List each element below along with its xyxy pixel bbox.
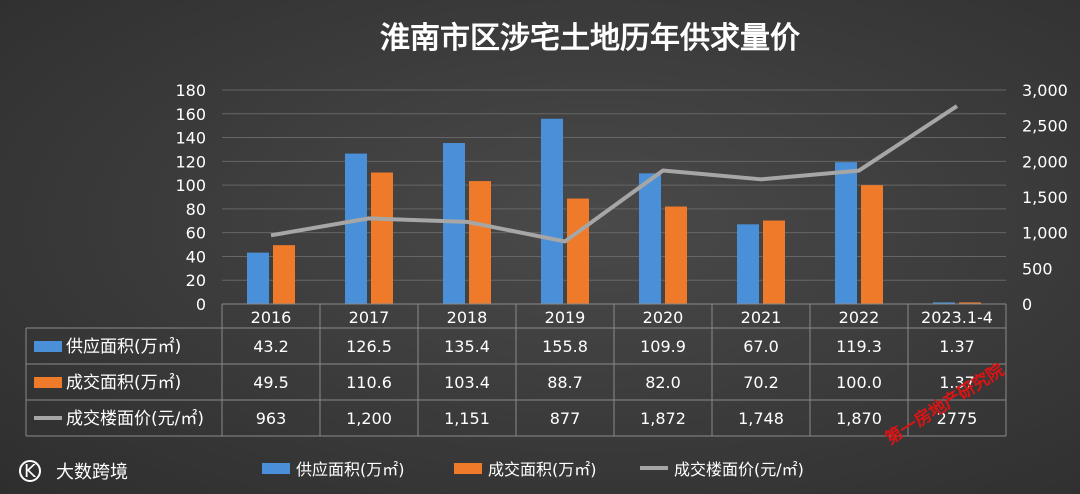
- legend-swatch-deal: [34, 377, 62, 388]
- left-tick-label: 120: [175, 152, 206, 171]
- right-tick-label: 1,500: [1022, 188, 1068, 207]
- table-cell: 119.3: [836, 337, 882, 356]
- bar-deal: [763, 220, 785, 304]
- table-cell: 109.9: [640, 337, 686, 356]
- bar-supply: [443, 143, 465, 304]
- bar-deal: [861, 185, 883, 304]
- bar-deal: [371, 172, 393, 304]
- legend-swatch-supply: [34, 341, 62, 352]
- table-cell: 103.4: [444, 373, 490, 392]
- table-cell: 963: [256, 409, 287, 428]
- category-label: 2017: [349, 308, 390, 327]
- bar-supply: [345, 153, 367, 304]
- left-tick-label: 40: [186, 247, 206, 266]
- table-cell: 135.4: [444, 337, 490, 356]
- left-tick-label: 80: [186, 200, 206, 219]
- table-cell: 1,872: [640, 409, 686, 428]
- category-label: 2022: [839, 308, 880, 327]
- table-cell: 1,200: [346, 409, 392, 428]
- bar-deal: [665, 206, 687, 304]
- bar-supply: [639, 173, 661, 304]
- left-tick-label: 0: [196, 295, 206, 314]
- left-axis: 0 20 40 60 80 100 120 140 160 180: [175, 81, 206, 314]
- price-line: [270, 104, 959, 244]
- bar-deal: [273, 245, 295, 304]
- table-cell: 49.5: [253, 373, 289, 392]
- table-cell: 1,151: [444, 409, 490, 428]
- legend-swatch: [262, 463, 290, 474]
- left-tick-label: 20: [186, 271, 206, 290]
- table-row-label: 供应面积(万㎡): [66, 337, 181, 357]
- table-cell: 82.0: [645, 373, 681, 392]
- right-tick-label: 2,000: [1022, 152, 1068, 171]
- table-cell: 100.0: [836, 373, 882, 392]
- logo-icon: [19, 460, 41, 482]
- bar-series: [247, 118, 981, 304]
- brand-logo: K 大数跨境: [19, 460, 128, 483]
- table-row-label: 成交面积(万㎡): [66, 373, 181, 393]
- table-cell: 110.6: [346, 373, 392, 392]
- bar-deal: [469, 181, 491, 304]
- left-tick-label: 180: [175, 81, 206, 100]
- right-tick-label: 0: [1022, 295, 1032, 314]
- table-cell: 1.37: [939, 373, 975, 392]
- legend: 供应面积(万㎡) 成交面积(万㎡) 成交楼面价(元/㎡): [262, 460, 804, 479]
- legend-swatch: [454, 463, 482, 474]
- table-cell: 1,748: [738, 409, 784, 428]
- table-cell: 67.0: [743, 337, 779, 356]
- bar-deal: [567, 198, 589, 304]
- bar-supply: [247, 252, 269, 304]
- table-cell: 70.2: [743, 373, 779, 392]
- left-tick-label: 100: [175, 176, 206, 195]
- legend-label: 成交面积(万㎡): [488, 460, 597, 479]
- category-label: 2020: [643, 308, 684, 327]
- right-tick-label: 3,000: [1022, 81, 1068, 100]
- bar-deal: [959, 302, 981, 304]
- legend-label: 成交楼面价(元/㎡): [674, 460, 804, 479]
- right-tick-label: 1,000: [1022, 224, 1068, 243]
- bar-supply: [933, 302, 955, 304]
- table-cell: 1,870: [836, 409, 882, 428]
- table-cell: 126.5: [346, 337, 392, 356]
- gridlines: [222, 89, 1006, 305]
- bar-supply: [737, 224, 759, 304]
- category-label: 2019: [545, 308, 586, 327]
- table-cell: 88.7: [547, 373, 583, 392]
- brand-name: 大数跨境: [56, 462, 128, 483]
- logo-letter: K: [24, 461, 37, 482]
- category-label: 2023.1-4: [921, 308, 993, 327]
- legend-label: 供应面积(万㎡): [296, 460, 405, 479]
- table-cell: 877: [550, 409, 581, 428]
- left-tick-label: 140: [175, 129, 206, 148]
- left-tick-label: 160: [175, 105, 206, 124]
- left-tick-label: 60: [186, 224, 206, 243]
- table-cell: 155.8: [542, 337, 588, 356]
- price-line-series: [270, 104, 959, 244]
- category-label: 2018: [447, 308, 488, 327]
- table-cell: 1.37: [939, 337, 975, 356]
- data-table: 2016 2017 2018 2019 2020 2021 2022 2023.1-4 供应面积…: [25, 303, 1007, 437]
- right-tick-label: 500: [1022, 259, 1053, 278]
- right-tick-label: 2,500: [1022, 117, 1068, 136]
- bar-supply: [835, 162, 857, 304]
- table-cell: 43.2: [253, 337, 289, 356]
- category-label: 2021: [741, 308, 782, 327]
- table-row-label: 成交楼面价(元/㎡): [66, 409, 204, 429]
- chart-title: 淮南市区涉宅土地历年供求量价: [380, 21, 800, 56]
- table-cell: 2775: [937, 409, 978, 428]
- bar-supply: [541, 118, 563, 304]
- right-axis: 0 500 1,000 1,500 2,000 2,500 3,000: [1022, 81, 1068, 314]
- category-label: 2016: [251, 308, 292, 327]
